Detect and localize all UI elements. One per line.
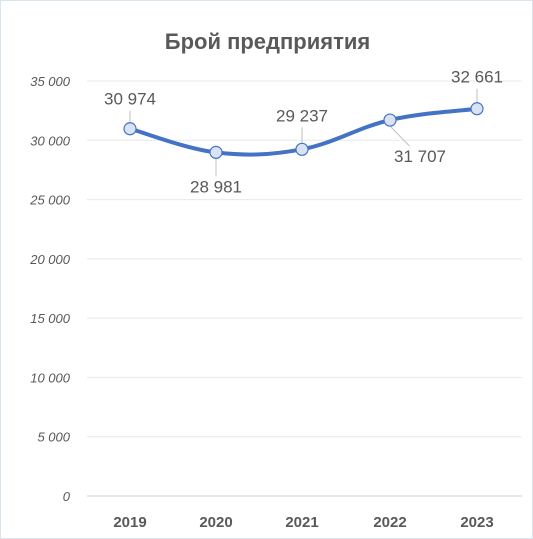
data-label-leader [389,125,410,147]
chart-title: Брой предприятия [164,29,371,54]
y-axis-tick-labels: 0 5 000 10 000 15 000 20 000 25 000 30 000 35 0… [29,74,71,504]
y-tick-label: 5 000 [37,430,70,445]
data-label-leader-lines [129,88,478,177]
x-tick-label: 2023 [460,514,493,531]
y-tick-label: 10 000 [30,370,71,385]
x-tick-label: 2021 [285,514,318,531]
data-label: 29 237 [276,106,328,125]
x-tick-label: 2019 [113,514,146,531]
data-point [209,145,223,159]
y-tick-label: 15 000 [30,311,71,326]
x-axis-tick-labels: 2019 2020 2021 2022 2023 [113,514,493,531]
data-label: 28 981 [190,177,242,196]
data-point [383,113,397,127]
data-label: 32 661 [451,68,503,87]
data-label: 31 707 [394,147,446,166]
data-point [123,122,137,136]
data-labels: 30 974 28 981 29 237 31 707 32 661 [104,68,503,197]
x-tick-label: 2022 [373,514,406,531]
y-tick-label: 25 000 [29,193,71,208]
y-tick-label: 0 [63,489,71,504]
x-tick-label: 2020 [199,514,232,531]
data-point [470,102,484,116]
y-tick-label: 30 000 [30,133,71,148]
y-tick-label: 20 000 [29,252,71,267]
data-point [295,142,309,156]
y-tick-label: 35 000 [30,74,71,89]
data-label: 30 974 [104,90,156,109]
data-points [123,102,484,159]
